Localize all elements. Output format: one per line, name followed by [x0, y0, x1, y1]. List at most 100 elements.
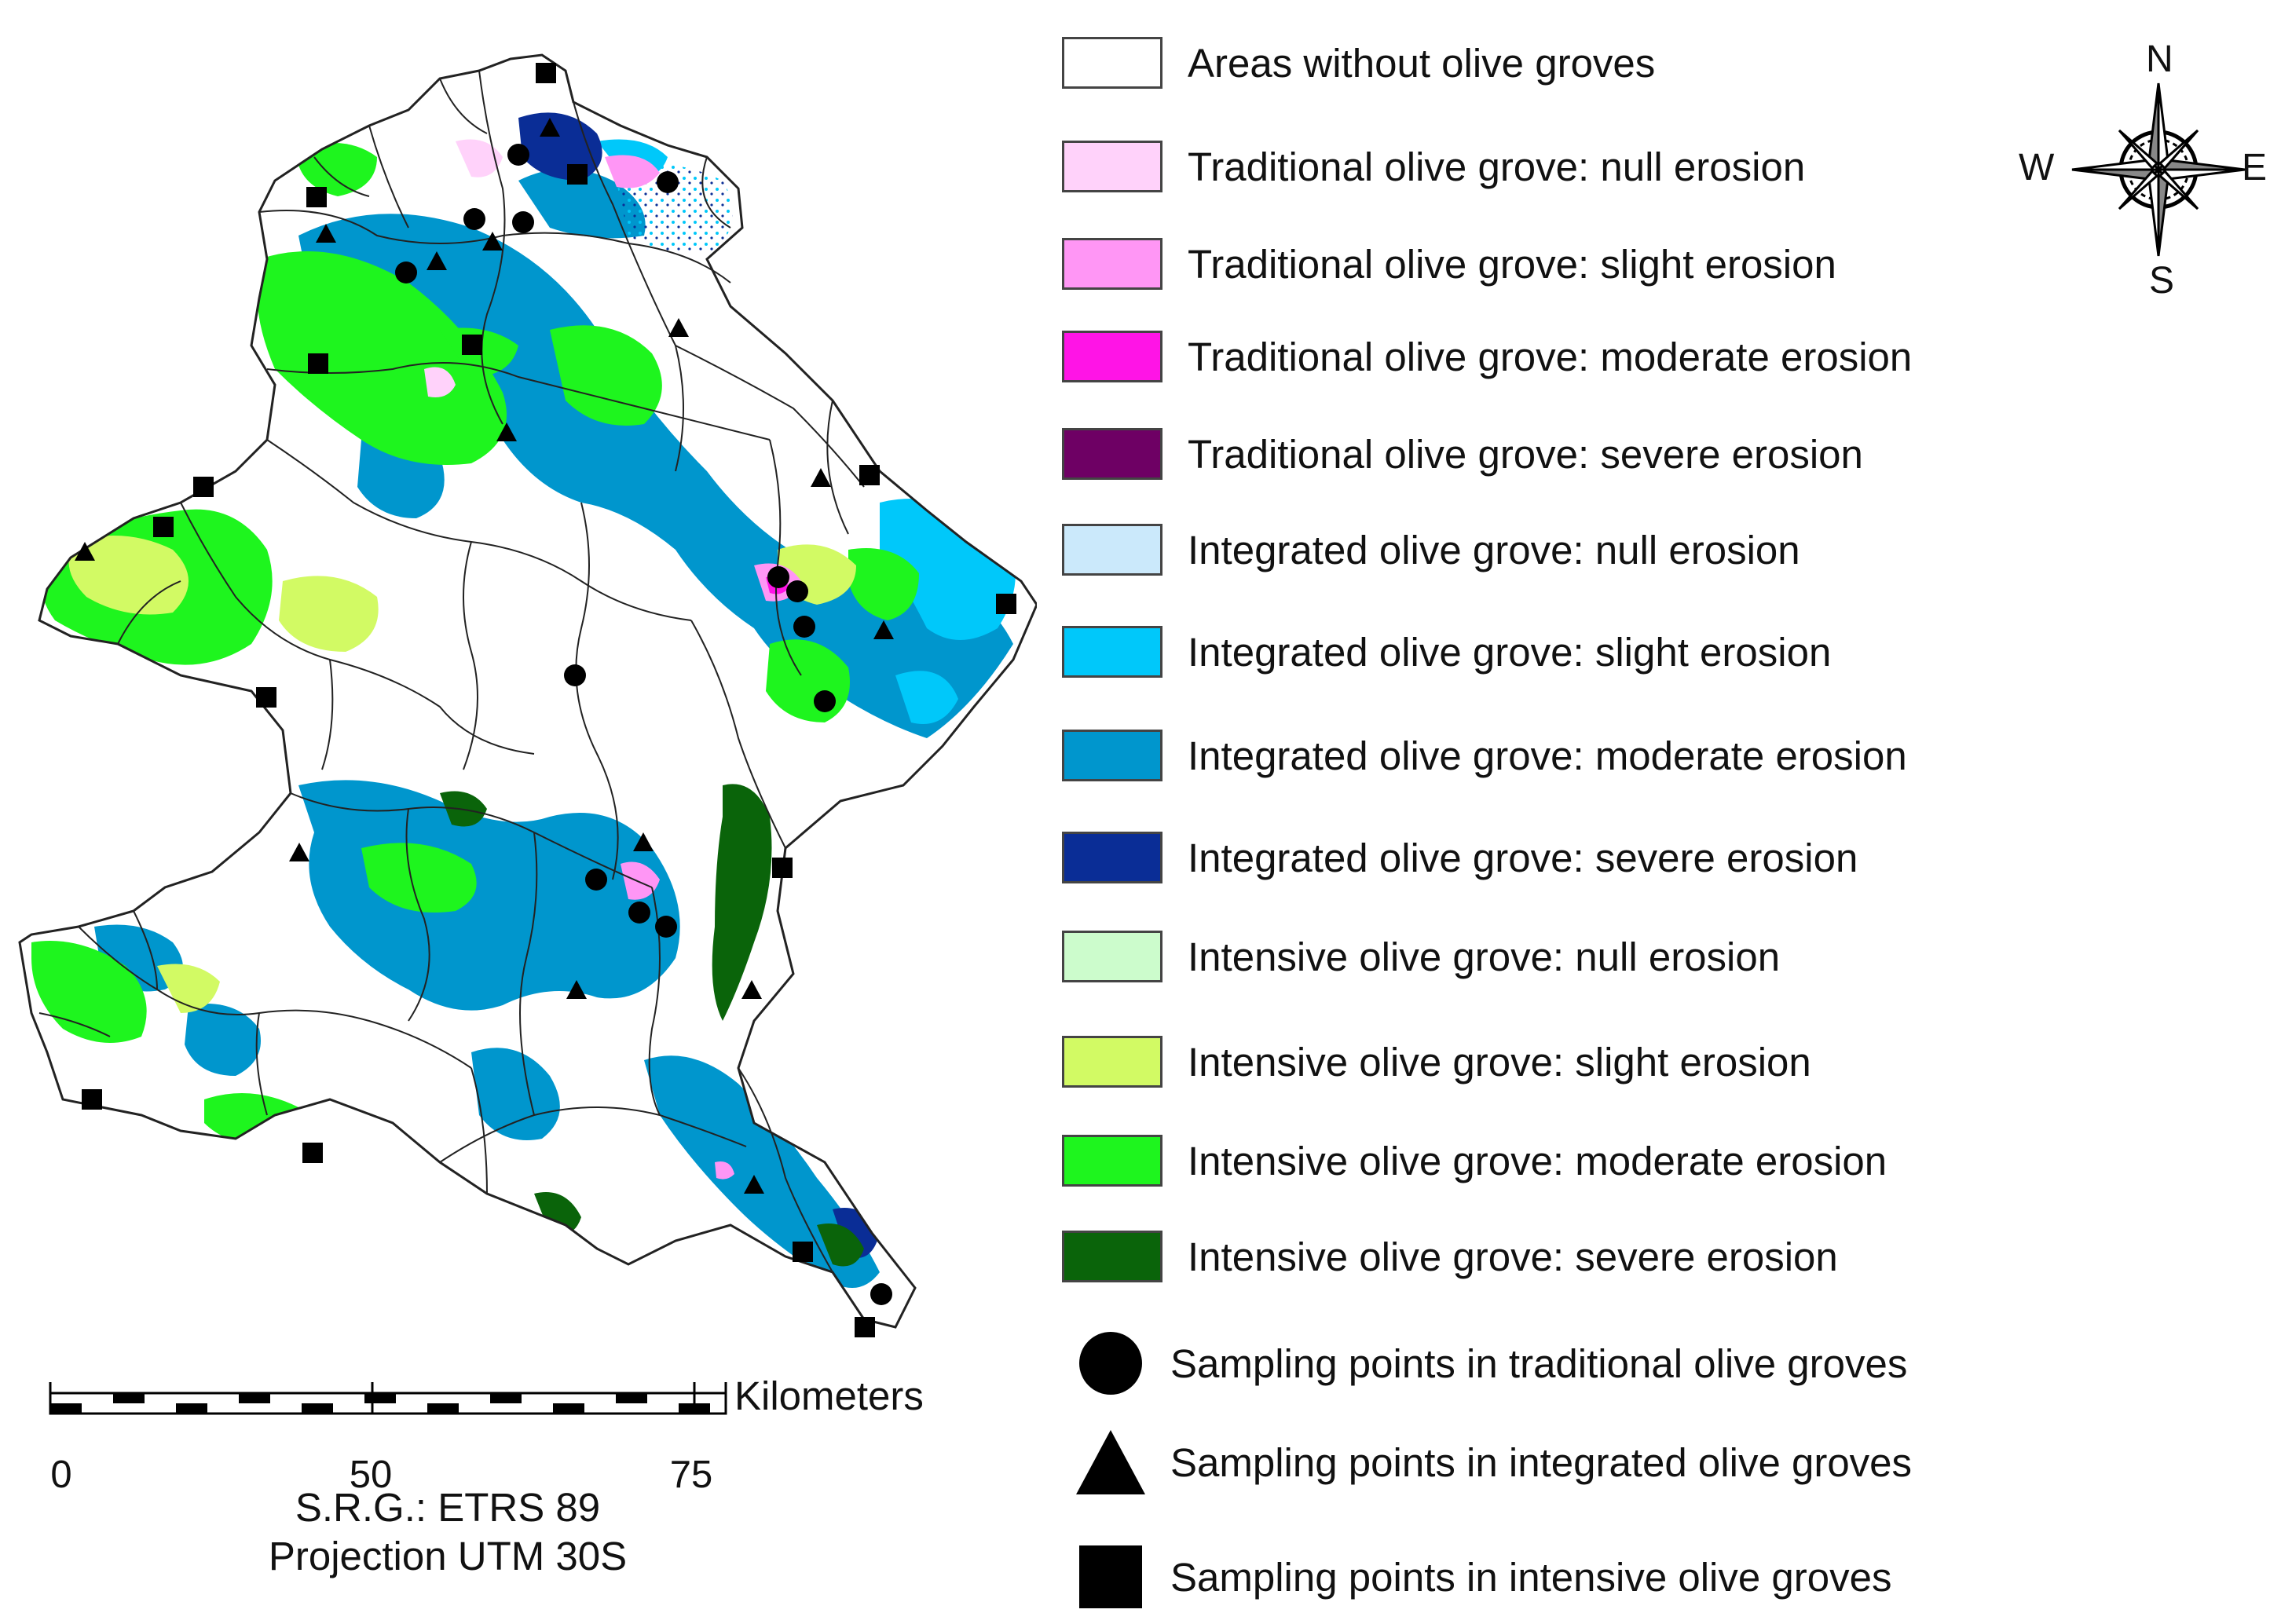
traditional-sample-point [628, 902, 650, 924]
integrated-sample-point [741, 980, 762, 999]
intensive-sample-point [302, 1143, 323, 1163]
projection-label: Projection UTM 30S [268, 1534, 628, 1578]
legend-item: Integrated olive grove: null erosion [1062, 520, 1800, 580]
compass-south-label: S [2149, 260, 2175, 302]
intensive-sample-point [308, 353, 328, 374]
legend-swatch [1062, 141, 1162, 192]
circle-symbol-icon [1073, 1326, 1148, 1401]
legend-label: Integrated olive grove: moderate erosion [1188, 733, 1907, 778]
legend-swatch [1062, 832, 1162, 883]
legend-label: Traditional olive grove: slight erosion [1188, 241, 1836, 287]
intensive-sample-point [153, 517, 174, 537]
legend-item: Traditional olive grove: severe erosion [1062, 424, 1863, 484]
traditional-sample-point [814, 690, 836, 712]
integrated-sample-point [75, 542, 95, 561]
integrated-sample-point [496, 422, 517, 441]
legend-label: Integrated olive grove: slight erosion [1188, 629, 1832, 675]
legend-label: Integrated olive grove: null erosion [1188, 527, 1800, 572]
legend-symbol-label: Sampling points in traditional olive gro… [1170, 1341, 1908, 1386]
scale-unit-label: Kilometers [734, 1373, 924, 1418]
scale-tick-label: 50 [349, 1454, 393, 1496]
legend-item: Intensive olive grove: moderate erosion [1062, 1131, 1887, 1191]
legend-label: Traditional olive grove: null erosion [1188, 144, 1806, 189]
integrated-sample-point [668, 318, 689, 337]
legend-label: Intensive olive grove: slight erosion [1188, 1039, 1811, 1084]
legend-item: Intensive olive grove: severe erosion [1062, 1227, 1838, 1286]
compass-west-label: W [2019, 147, 2055, 188]
legend-symbol-label: Sampling points in integrated olive grov… [1170, 1439, 1913, 1485]
traditional-sample-point [395, 262, 417, 283]
compass-north-label: N [2146, 38, 2173, 80]
integrated-sample-point [482, 232, 503, 251]
study-area-map [0, 0, 1037, 1351]
compass-east-label: E [2242, 147, 2268, 188]
intensive-sample-point [855, 1317, 875, 1337]
intensive-sample-point [859, 465, 880, 485]
legend-swatch [1062, 238, 1162, 290]
legend-label: Intensive olive grove: null erosion [1188, 934, 1781, 979]
legend-label: Traditional olive grove: moderate erosio… [1188, 334, 1913, 379]
integrated-sample-point [427, 251, 447, 270]
legend-item: Traditional olive grove: null erosion [1062, 137, 1805, 196]
integrated-sample-point [316, 224, 336, 243]
legend-symbol-item: Sampling points in intensive olive grove… [1073, 1539, 1892, 1615]
legend-swatch [1062, 626, 1162, 678]
municipal-boundaries [38, 70, 865, 1273]
legend-label: Areas without olive groves [1188, 40, 1656, 86]
traditional-sample-point [564, 664, 586, 686]
legend-item: Areas without olive groves [1062, 33, 1655, 93]
legend-symbol-label: Sampling points in intensive olive grove… [1170, 1554, 1892, 1600]
integrated-sample-point [540, 118, 560, 137]
integrated-sample-point [873, 620, 894, 639]
legend-label: Intensive olive grove: moderate erosion [1188, 1138, 1887, 1183]
traditional-sample-point [786, 580, 808, 602]
legend-label: Intensive olive grove: severe erosion [1188, 1234, 1838, 1279]
reference-system-label: S.R.G.: ETRS 89 [295, 1485, 601, 1530]
compass-rose-icon [2071, 82, 2246, 257]
legend-swatch [1062, 331, 1162, 382]
intensive-sample-point [996, 594, 1016, 614]
integrated-sample-point [811, 468, 831, 487]
intensive-sample-point [82, 1089, 102, 1110]
intensive-sample-point [256, 687, 276, 708]
legend-item: Traditional olive grove: slight erosion [1062, 234, 1836, 294]
legend-item: Integrated olive grove: slight erosion [1062, 622, 1831, 682]
intensive-sample-point [306, 187, 327, 207]
intensive-sample-point [462, 335, 482, 355]
traditional-sample-point [512, 211, 534, 233]
traditional-sample-point [507, 144, 529, 166]
legend-item: Integrated olive grove: severe erosion [1062, 828, 1858, 887]
traditional-sample-point [585, 869, 607, 891]
legend-label: Traditional olive grove: severe erosion [1188, 431, 1863, 477]
integrated-sample-point [566, 980, 587, 999]
traditional-sample-point [767, 566, 789, 588]
scale-bar-block: Kilometers 0 50 75 S.R.G.: ETRS 89 Proje… [31, 1366, 1053, 1602]
integrated-sample-point [289, 843, 309, 861]
legend-item: Integrated olive grove: moderate erosion [1062, 726, 1907, 785]
sampling-points [75, 63, 1016, 1337]
intensive-sample-point [793, 1242, 813, 1262]
legend-item: Intensive olive grove: null erosion [1062, 927, 1780, 986]
map-canvas [18, 53, 1037, 1337]
traditional-sample-point [463, 208, 485, 230]
legend-swatch [1062, 1036, 1162, 1088]
legend-swatch [1062, 730, 1162, 781]
scale-bar [49, 1382, 727, 1415]
legend-item: Intensive olive grove: slight erosion [1062, 1032, 1811, 1092]
triangle-symbol-icon [1073, 1425, 1148, 1500]
legend-label: Integrated olive grove: severe erosion [1188, 835, 1858, 880]
traditional-sample-point [870, 1283, 892, 1305]
square-symbol-icon [1073, 1539, 1148, 1615]
legend-symbol-item: Sampling points in traditional olive gro… [1073, 1326, 1907, 1401]
legend-swatch [1062, 931, 1162, 982]
legend-swatch [1062, 37, 1162, 89]
legend-item: Traditional olive grove: moderate erosio… [1062, 327, 1912, 386]
traditional-sample-point [793, 616, 815, 638]
traditional-sample-point [657, 171, 679, 193]
legend-swatch [1062, 428, 1162, 480]
legend-swatch [1062, 524, 1162, 576]
integrated-sample-point [744, 1175, 764, 1194]
north-arrow-compass: N S W E [2019, 38, 2270, 305]
legend-swatch [1062, 1135, 1162, 1187]
legend-symbol-item: Sampling points in integrated olive grov… [1073, 1425, 1912, 1500]
